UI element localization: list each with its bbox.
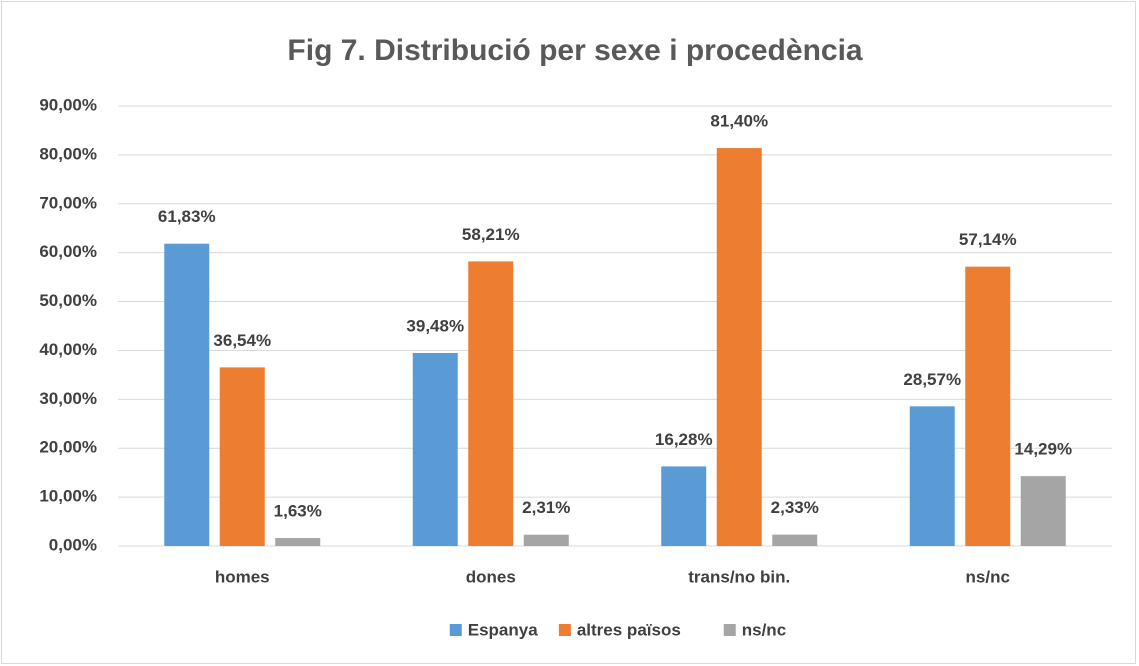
bar — [412, 352, 458, 546]
x-tick-label: dones — [466, 567, 516, 586]
legend-label: ns/nc — [742, 620, 786, 639]
y-tick-label: 60,00% — [39, 242, 97, 261]
data-label: 2,33% — [771, 498, 819, 517]
data-label: 39,48% — [406, 316, 464, 335]
data-label: 28,57% — [903, 370, 961, 389]
bar — [164, 243, 210, 546]
bar — [219, 367, 265, 546]
y-tick-label: 80,00% — [39, 144, 97, 163]
bar — [661, 466, 707, 546]
chart-title: Fig 7. Distribució per sexe i procedènci… — [287, 34, 863, 67]
bar — [275, 538, 321, 546]
data-label: 14,29% — [1014, 440, 1072, 459]
bar — [468, 261, 514, 546]
legend-label: altres països — [577, 620, 681, 639]
y-tick-label: 50,00% — [39, 291, 97, 310]
bar — [965, 266, 1011, 546]
y-tick-label: 30,00% — [39, 389, 97, 408]
data-label: 1,63% — [274, 502, 322, 521]
legend-swatch — [449, 624, 462, 636]
y-tick-label: 90,00% — [39, 95, 97, 114]
data-label: 16,28% — [655, 430, 713, 449]
data-label: 2,31% — [522, 498, 570, 517]
data-label: 61,83% — [158, 207, 216, 226]
y-tick-label: 10,00% — [39, 487, 97, 506]
bar — [1020, 476, 1066, 546]
data-label: 36,54% — [213, 331, 271, 350]
y-tick-label: 40,00% — [39, 340, 97, 359]
bar — [772, 534, 818, 546]
y-tick-label: 20,00% — [39, 438, 97, 457]
legend-swatch — [558, 624, 571, 636]
data-label: 57,14% — [959, 230, 1017, 249]
data-label: 58,21% — [462, 225, 520, 244]
bar — [716, 148, 762, 547]
x-tick-label: trans/no bin. — [688, 567, 790, 586]
data-label: 81,40% — [710, 112, 768, 131]
y-tick-label: 70,00% — [39, 193, 97, 212]
x-tick-label: homes — [215, 567, 270, 586]
bar — [523, 534, 569, 546]
x-tick-label: ns/nc — [966, 567, 1010, 586]
bar — [909, 406, 955, 546]
legend-swatch — [723, 624, 736, 636]
legend-label: Espanya — [468, 620, 538, 639]
y-tick-label: 0,00% — [49, 535, 97, 554]
